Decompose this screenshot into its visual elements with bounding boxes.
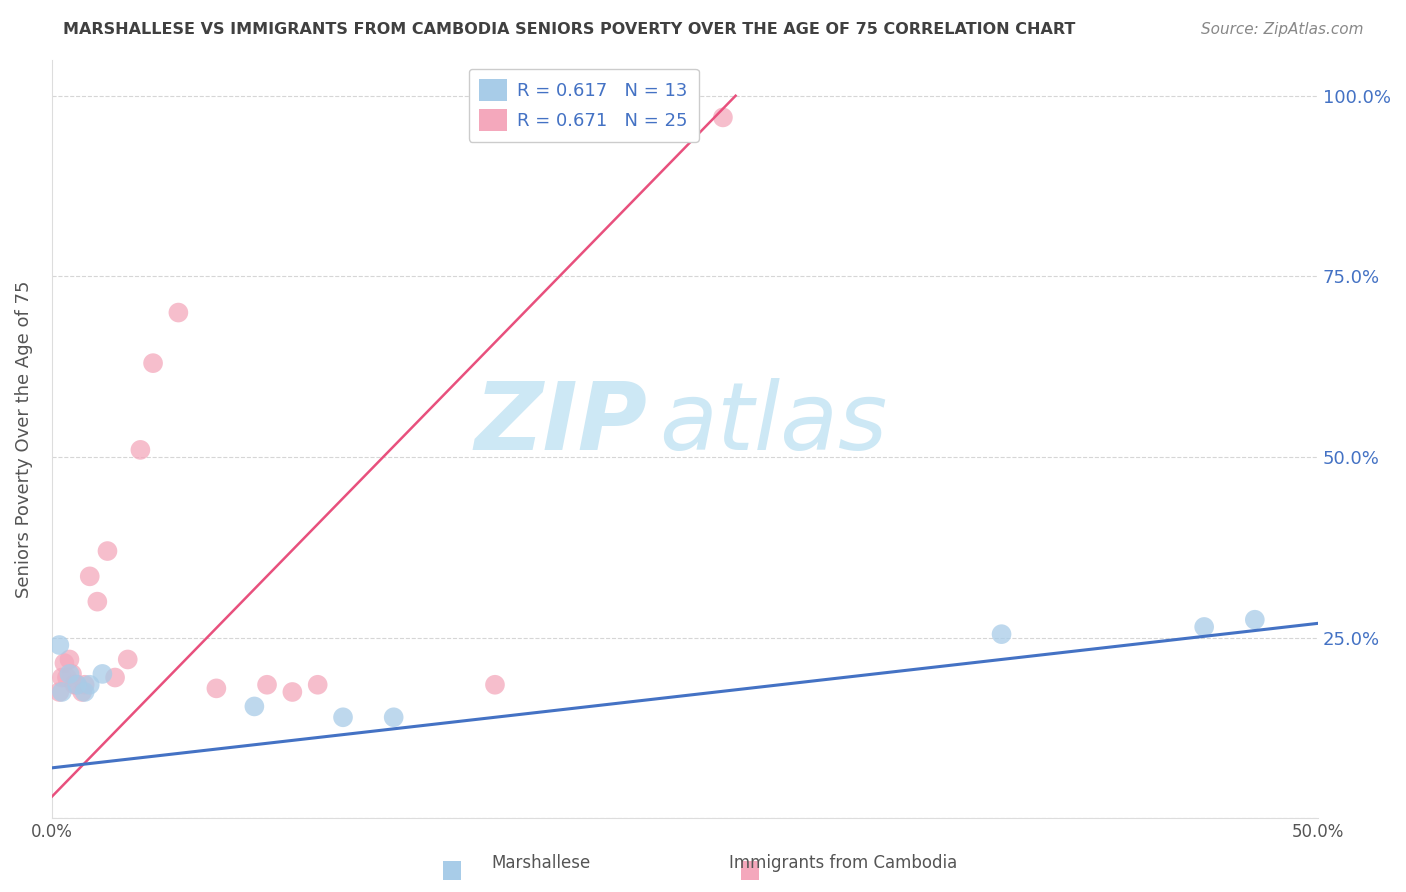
Point [58, 652, 80, 666]
Point [484, 678, 506, 692]
Point [60, 667, 83, 681]
Point [256, 678, 278, 692]
Point [48, 685, 70, 699]
Text: Marshallese: Marshallese [492, 855, 591, 872]
Point [73, 685, 96, 699]
Text: atlas: atlas [659, 378, 887, 469]
Point [117, 652, 139, 666]
Point [66, 678, 89, 692]
Point [167, 305, 190, 319]
Text: Source: ZipAtlas.com: Source: ZipAtlas.com [1201, 22, 1364, 37]
Point [79, 678, 101, 692]
Point [56, 671, 79, 685]
Legend: R = 0.617   N = 13, R = 0.671   N = 25: R = 0.617 N = 13, R = 0.671 N = 25 [468, 69, 699, 142]
Text: Immigrants from Cambodia: Immigrants from Cambodia [730, 855, 957, 872]
Point [66, 678, 89, 692]
Point [1243, 613, 1265, 627]
Point [711, 111, 734, 125]
Text: ZIP: ZIP [474, 378, 647, 470]
Point [86, 594, 108, 608]
Point [661, 114, 683, 128]
Point [96, 544, 118, 558]
Point [51, 685, 73, 699]
Point [142, 356, 165, 370]
Point [104, 671, 127, 685]
Point [73, 678, 96, 692]
Point [1192, 620, 1215, 634]
Point [70, 685, 93, 699]
Y-axis label: Seniors Poverty Over the Age of 75: Seniors Poverty Over the Age of 75 [15, 280, 32, 598]
Point [58, 667, 80, 681]
Point [205, 681, 228, 696]
Point [53, 656, 76, 670]
Point [48, 638, 70, 652]
Point [63, 678, 86, 692]
Point [281, 685, 304, 699]
Point [382, 710, 405, 724]
Point [243, 699, 266, 714]
Point [332, 710, 354, 724]
Point [79, 569, 101, 583]
Point [91, 667, 114, 681]
Point [990, 627, 1012, 641]
Point [307, 678, 329, 692]
Point [129, 442, 152, 457]
Text: MARSHALLESE VS IMMIGRANTS FROM CAMBODIA SENIORS POVERTY OVER THE AGE OF 75 CORRE: MARSHALLESE VS IMMIGRANTS FROM CAMBODIA … [63, 22, 1076, 37]
Point [51, 671, 73, 685]
